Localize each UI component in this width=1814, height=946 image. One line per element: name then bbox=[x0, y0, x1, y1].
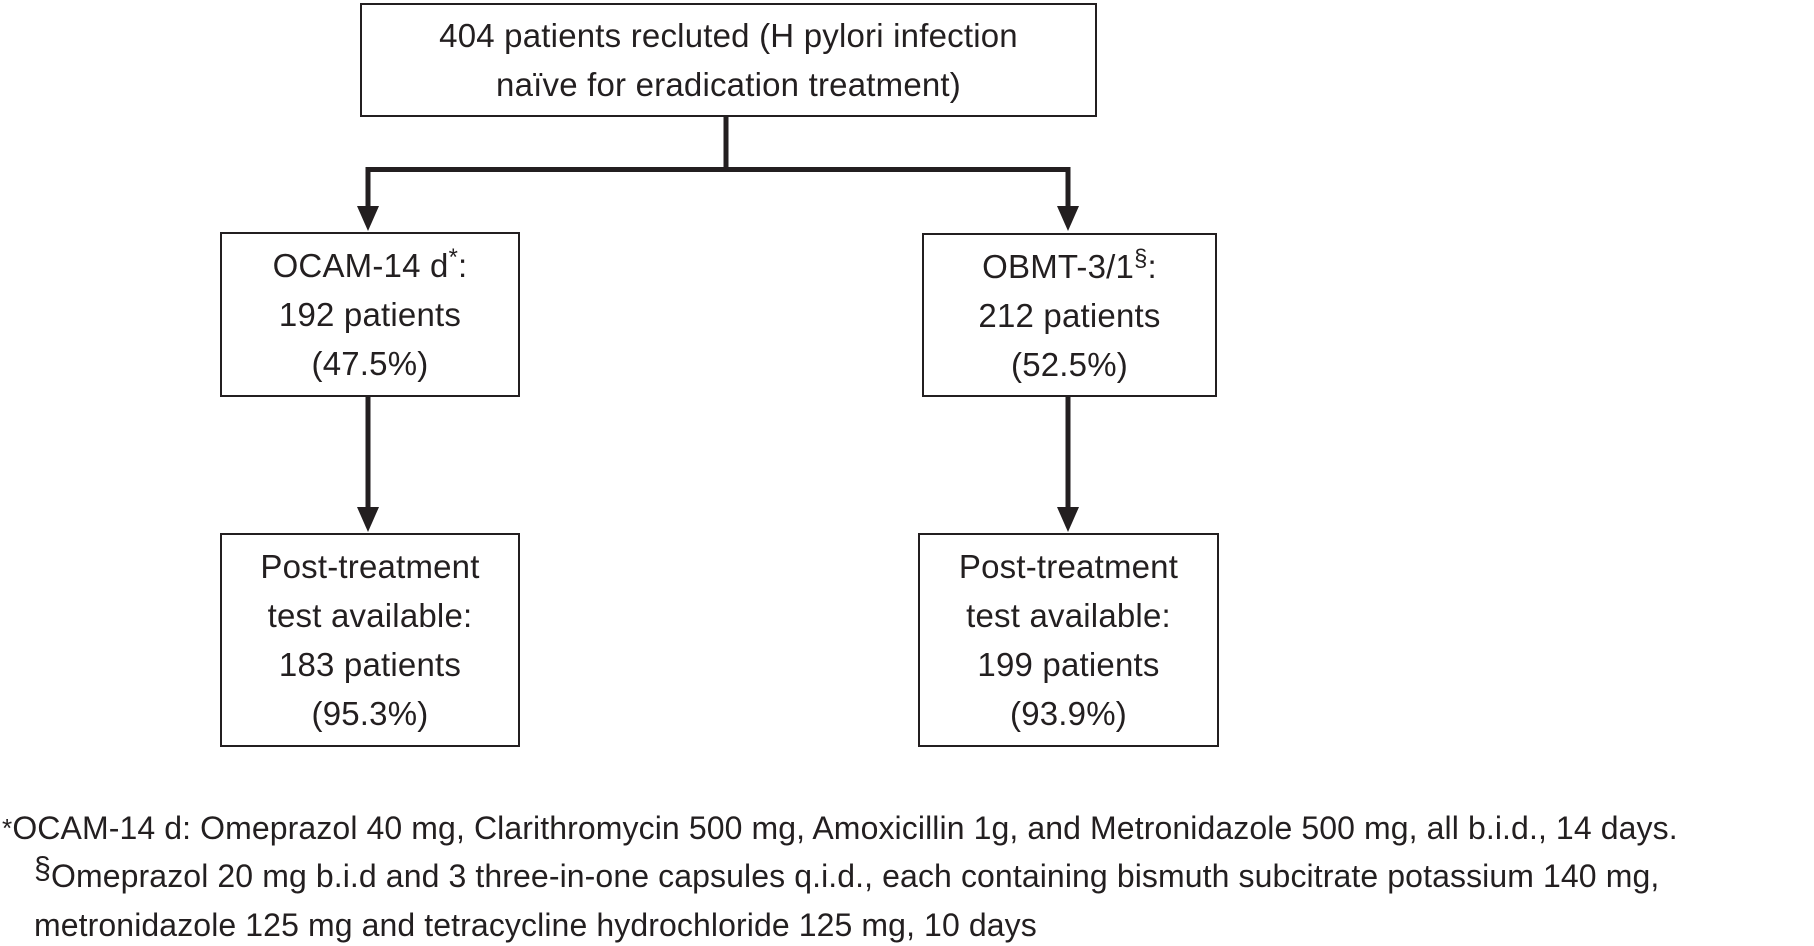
footnote-ocam-marker: * bbox=[2, 813, 13, 843]
footnote-obmt-text: Omeprazol 20 mg b.i.d and 3 three-in-one… bbox=[51, 858, 1660, 894]
footnote-obmt-line1: §Omeprazol 20 mg b.i.d and 3 three-in-on… bbox=[2, 851, 1814, 901]
footnote-obmt-line2: metronidazole 125 mg and tetracycline hy… bbox=[2, 901, 1814, 946]
footnote-obmt-marker: § bbox=[34, 851, 52, 885]
node-arm-ocam: OCAM-14 d*: 192 patients (47.5%) bbox=[220, 232, 520, 397]
arrowhead-left-outcome-icon bbox=[357, 507, 379, 532]
outcome-obmt-percent: (93.9%) bbox=[1010, 695, 1127, 732]
outcome-ocam-line2: test available: bbox=[267, 597, 473, 634]
recruited-line2: naïve for eradication treatment) bbox=[496, 66, 961, 103]
arm-ocam-count: 192 patients bbox=[278, 296, 462, 333]
node-recruited-patients: 404 patients recluted (H pylori infectio… bbox=[360, 3, 1097, 117]
arrowhead-right-outcome-icon bbox=[1057, 507, 1079, 532]
outcome-obmt-line2: test available: bbox=[966, 597, 1171, 634]
arm-ocam-percent: (47.5%) bbox=[311, 345, 429, 382]
arm-obmt-count: 212 patients bbox=[978, 296, 1161, 334]
arrowhead-left-arm-icon bbox=[357, 206, 379, 231]
node-arm-obmt: OBMT-3/1§: 212 patients (52.5%) bbox=[922, 233, 1217, 397]
arm-obmt-title-text: OBMT-3/1 bbox=[982, 247, 1135, 285]
footnotes: *OCAM-14 d: Omeprazol 40 mg, Clarithromy… bbox=[2, 804, 1814, 946]
arrowhead-right-arm-icon bbox=[1057, 206, 1079, 231]
arm-ocam-footnote-marker: * bbox=[448, 244, 459, 271]
arm-ocam-title-text: OCAM-14 d bbox=[272, 247, 449, 284]
outcome-ocam-percent: (95.3%) bbox=[311, 695, 429, 732]
footnote-ocam: *OCAM-14 d: Omeprazol 40 mg, Clarithromy… bbox=[2, 804, 1814, 852]
footnote-ocam-text: OCAM-14 d: Omeprazol 40 mg, Clarithromyc… bbox=[12, 810, 1678, 846]
node-outcome-ocam: Post-treatment test available: 183 patie… bbox=[220, 533, 520, 747]
connector-branch bbox=[365, 167, 1071, 208]
arm-ocam-title-colon: : bbox=[458, 247, 468, 284]
arm-obmt-footnote-marker: § bbox=[1134, 244, 1148, 272]
outcome-ocam-count: 183 patients bbox=[278, 646, 462, 683]
arm-ocam-title: OCAM-14 d*: bbox=[273, 241, 468, 290]
recruited-line1: 404 patients recluted (H pylori infectio… bbox=[439, 17, 1018, 54]
footnote-obmt-text-cont: metronidazole 125 mg and tetracycline hy… bbox=[34, 907, 1037, 943]
outcome-obmt-line1: Post-treatment bbox=[958, 548, 1179, 585]
node-outcome-obmt: Post-treatment test available: 199 patie… bbox=[918, 533, 1219, 747]
arm-obmt-title: OBMT-3/1§: bbox=[982, 242, 1157, 291]
arm-obmt-percent: (52.5%) bbox=[1011, 345, 1128, 383]
outcome-ocam-line1: Post-treatment bbox=[260, 548, 480, 585]
arm-obmt-title-colon: : bbox=[1147, 247, 1157, 285]
outcome-obmt-count: 199 patients bbox=[977, 646, 1160, 683]
